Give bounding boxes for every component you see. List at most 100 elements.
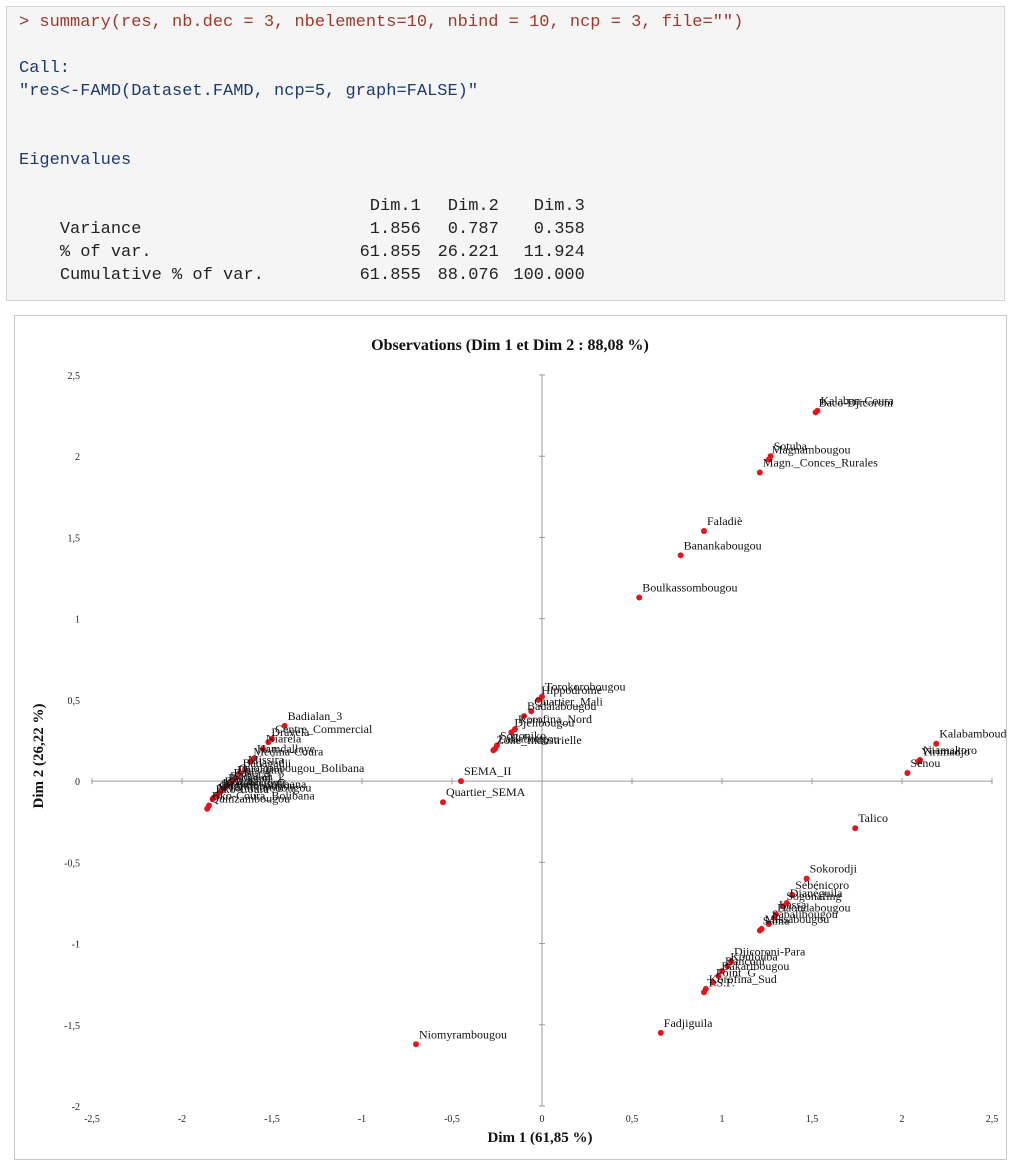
data-point bbox=[528, 708, 535, 715]
x-tick-label: -1,5 bbox=[264, 1114, 280, 1125]
data-point bbox=[933, 740, 940, 747]
point-label: Hamdallaye bbox=[257, 741, 315, 755]
data-point bbox=[715, 973, 722, 980]
point-label: Daoudabougou bbox=[777, 901, 850, 915]
data-point bbox=[765, 456, 772, 463]
point-label: Darsalam bbox=[237, 762, 284, 776]
data-point bbox=[756, 927, 763, 934]
point-label: Lassa bbox=[779, 897, 807, 911]
point-label: Sogoniko bbox=[500, 728, 546, 742]
eigen-row-label: Variance bbox=[59, 220, 142, 239]
y-tick-label: 0 bbox=[75, 777, 80, 788]
data-point bbox=[803, 875, 810, 882]
data-point bbox=[281, 722, 288, 729]
data-point bbox=[242, 766, 248, 773]
y-tick-label: 1 bbox=[75, 615, 80, 626]
point-label: Bakaribougou bbox=[721, 959, 789, 973]
eigen-header: Dim.3 bbox=[533, 197, 585, 216]
x-tick-label: -2 bbox=[178, 1114, 186, 1125]
point-label: SEMA_II bbox=[464, 764, 511, 778]
point-label: Banconi bbox=[725, 954, 766, 968]
r-console-output: > summary(res, nb.dec = 3, nbelements=10… bbox=[6, 6, 1005, 301]
data-point bbox=[812, 409, 819, 416]
data-point bbox=[701, 527, 707, 534]
observations-chart-frame: Observations (Dim 1 et Dim 2 : 88,08 %) … bbox=[14, 315, 1015, 1160]
data-point bbox=[771, 914, 778, 921]
call-text: "res<-FAMD(Dataset.FAMD, ncp=5, graph=FA… bbox=[19, 82, 479, 101]
eigen-row-variance: Variance 1.856 0.787 0.358 bbox=[19, 195, 1004, 239]
y-tick-label: 0,5 bbox=[68, 696, 81, 707]
eigen-header: Dim.1 bbox=[369, 197, 421, 216]
point-label: Badialan_3 bbox=[288, 709, 343, 723]
point-label: Médina-Coura bbox=[253, 745, 324, 759]
point-label: Missabougou bbox=[765, 912, 830, 926]
x-tick-label: -0,5 bbox=[444, 1114, 460, 1125]
y-tick-label: 2 bbox=[75, 452, 80, 463]
y-tick-label: -2 bbox=[72, 1102, 80, 1113]
data-point bbox=[904, 769, 911, 776]
eigen-cell: 88.076 bbox=[437, 266, 499, 285]
data-point bbox=[209, 795, 216, 802]
point-label: Kalaban-Coura bbox=[820, 394, 894, 408]
point-label: Korofina_Nord bbox=[518, 712, 592, 726]
data-point bbox=[440, 799, 446, 806]
point-label: Missira bbox=[248, 753, 285, 767]
point-label: Laflabougou bbox=[498, 732, 559, 746]
data-point bbox=[206, 802, 212, 809]
point-label: Niaréla bbox=[266, 732, 302, 746]
data-point bbox=[508, 729, 515, 736]
point-label: Ouolofobougou_Bolibana bbox=[239, 761, 365, 775]
x-tick-label: -2,5 bbox=[84, 1114, 100, 1125]
data-point bbox=[413, 1041, 419, 1048]
eigen-cell: 0.787 bbox=[447, 220, 499, 239]
data-point bbox=[719, 968, 725, 975]
y-tick-label: -0,5 bbox=[64, 858, 80, 869]
eigen-row-percent: % of var. 61.855 26.221 11.924 bbox=[19, 218, 1004, 262]
data-point bbox=[636, 594, 643, 601]
point-label: Boulkassombougou bbox=[642, 581, 737, 595]
data-point bbox=[710, 979, 716, 986]
point-label: Djélibougou bbox=[514, 715, 574, 729]
point-label: Kodabougou bbox=[223, 775, 285, 789]
eigen-cell: 100.000 bbox=[513, 266, 585, 285]
data-point bbox=[458, 778, 464, 785]
data-point bbox=[657, 1029, 664, 1036]
chart-title: Observations (Dim 1 et Dim 2 : 88,08 %) bbox=[371, 337, 649, 354]
point-label: Sotuba bbox=[774, 439, 808, 453]
eigen-cell: 11.924 bbox=[523, 243, 585, 262]
data-point bbox=[236, 769, 243, 776]
point-label: Niamakoro bbox=[923, 743, 977, 757]
eigen-cell: 61.855 bbox=[359, 266, 421, 285]
y-tick-label: -1,5 bbox=[64, 1021, 80, 1032]
data-point bbox=[490, 747, 497, 754]
eigen-cell: 0.358 bbox=[533, 220, 585, 239]
point-label: Koulouba bbox=[730, 949, 778, 963]
data-point bbox=[780, 903, 787, 910]
point-label: Djicoroni-Para bbox=[734, 944, 806, 958]
point-label: Banankabougou bbox=[684, 538, 762, 552]
point-label: Yirimadjo bbox=[921, 745, 970, 759]
point-label: Kalabamboudou bbox=[939, 727, 1006, 741]
eigen-row-label: Cumulative % of var. bbox=[59, 266, 264, 285]
point-label: Centre_Commercial bbox=[275, 722, 373, 736]
call-label: Call: bbox=[19, 59, 71, 78]
observations-scatter-plot: Observations (Dim 1 et Dim 2 : 88,08 %) … bbox=[31, 337, 1015, 1146]
point-label: Korofina_Sud bbox=[709, 972, 777, 986]
y-tick-label: 2,5 bbox=[68, 371, 81, 382]
eigen-row-label: % of var. bbox=[59, 243, 152, 262]
point-label: Baco-Djicoroni bbox=[819, 395, 894, 409]
data-point bbox=[728, 958, 734, 965]
data-point bbox=[789, 891, 796, 898]
point-label: Sokorodji bbox=[810, 862, 858, 876]
point-label: Zone_Industrielle bbox=[496, 733, 581, 747]
y-tick-label: -1 bbox=[72, 940, 80, 951]
data-point bbox=[265, 739, 272, 746]
data-point bbox=[756, 469, 763, 476]
eigen-header-row: Dim.1 Dim.2 Dim.3 bbox=[19, 172, 1004, 216]
console-command: > summary(res, nb.dec = 3, nbelements=10… bbox=[19, 13, 744, 32]
x-tick-label: 1,5 bbox=[806, 1114, 819, 1125]
data-point bbox=[521, 713, 527, 720]
x-axis-label: Dim 1 (61,85 %) bbox=[488, 1130, 593, 1146]
data-point bbox=[260, 745, 266, 752]
point-label: Bko-Coura_Bolibana bbox=[212, 788, 315, 802]
